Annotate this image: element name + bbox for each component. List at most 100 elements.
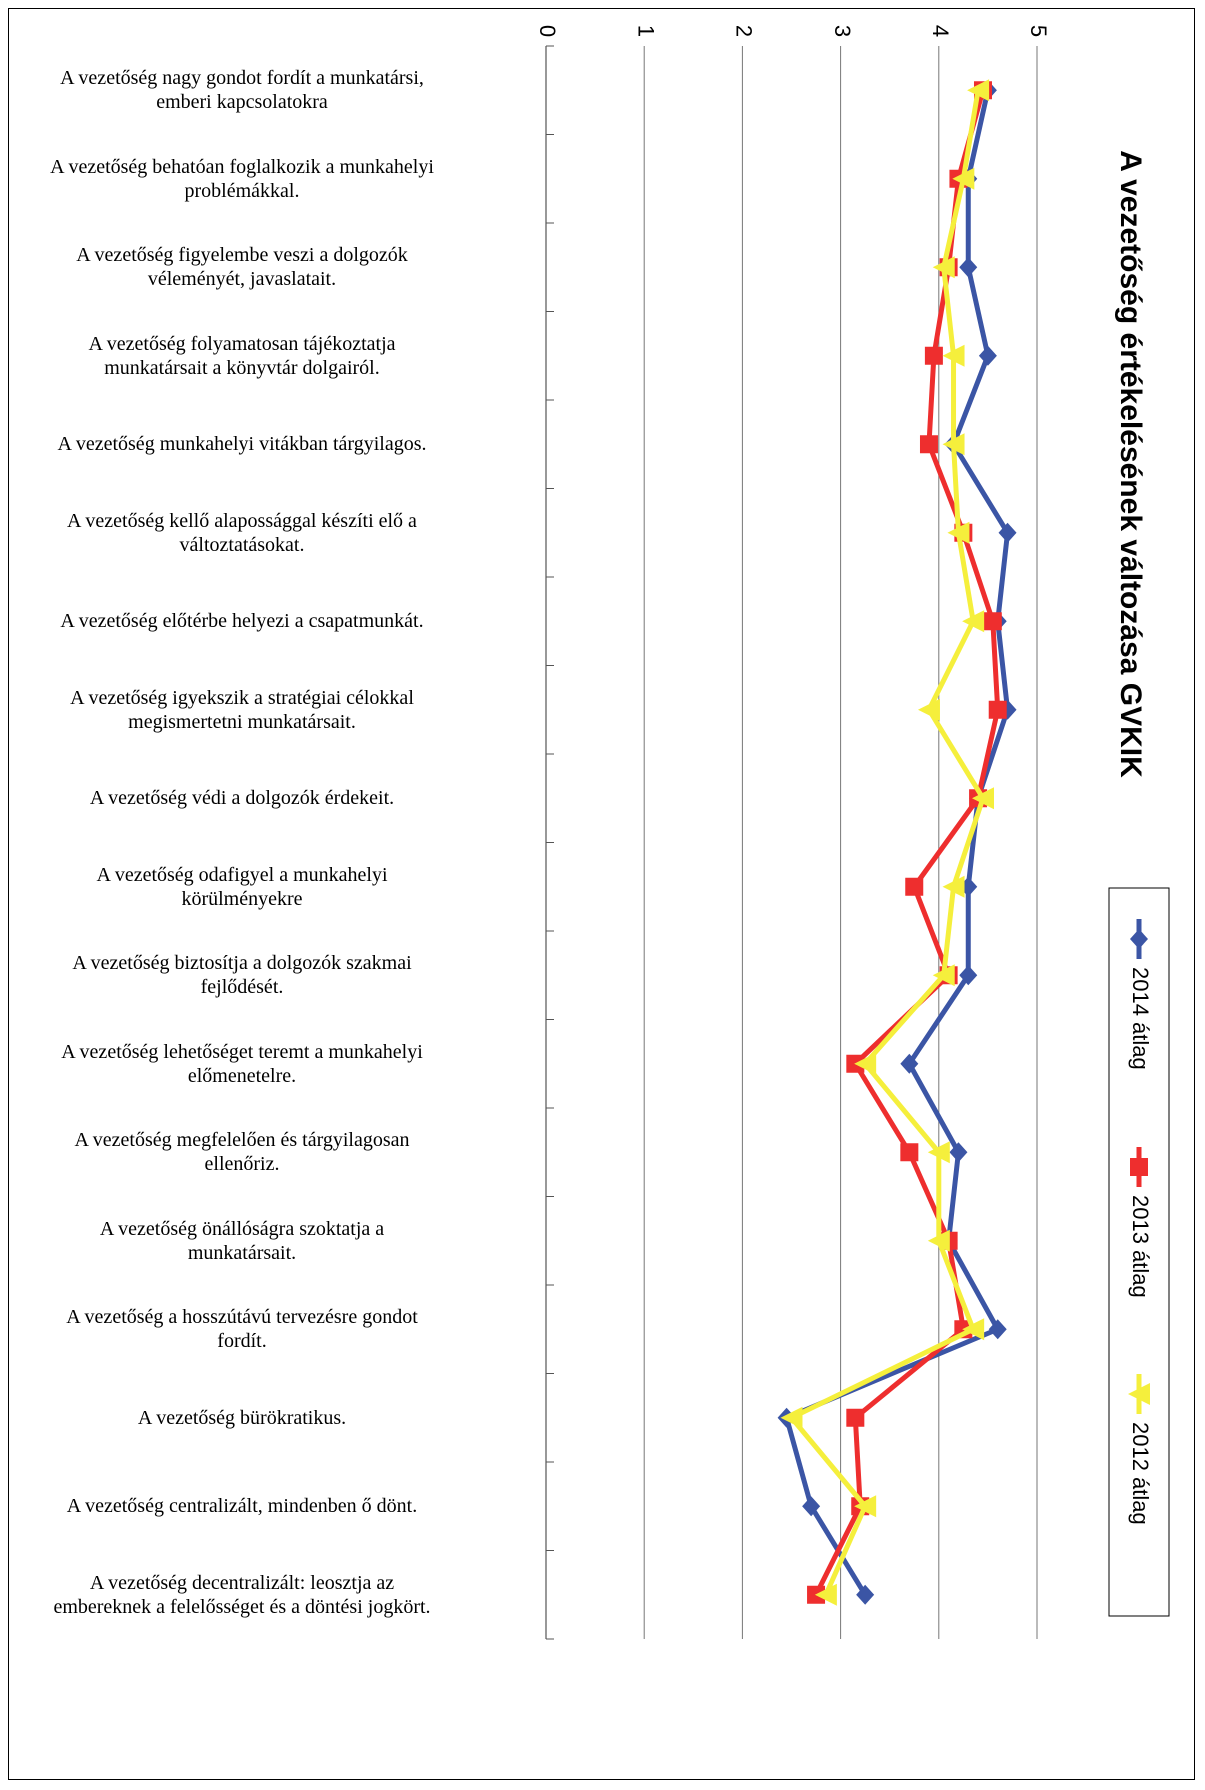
category-label: A vezetőség centralizált, mindenben ő dö…: [0, 1494, 522, 1518]
category-label-line: A vezetőség megfelelően és tárgyilagosan: [74, 1129, 410, 1152]
tick-label-4: 4: [928, 25, 953, 37]
chart-frame: 0 1 2 3 4 5 A vezetőség értékelésének változás…: [8, 8, 1195, 1780]
category-label-line: A vezetőség munkahelyi vitákban tárgyila…: [57, 433, 427, 456]
category-label-line: A vezetőség biztosítja a dolgozók szakma…: [72, 952, 412, 975]
tick-label-5: 5: [1026, 25, 1051, 37]
data-point: [962, 610, 985, 633]
data-point: [988, 700, 1007, 719]
category-label: A vezetőség folyamatosan tájékoztatja mun…: [0, 332, 522, 380]
data-point: [856, 1584, 875, 1605]
category-label: A vezetőség lehetőséget teremt a munkahe…: [0, 1040, 522, 1088]
legend-marker: [1130, 1158, 1148, 1176]
category-label-line: A vezetőség figyelembe veszi a dolgozók: [76, 244, 408, 267]
category-label: A vezetőség figyelembe veszi a dolgozók v…: [0, 243, 522, 291]
category-label: A vezetőség önállóságra szoktatja a munka…: [0, 1217, 522, 1265]
category-label-line: munkatársait.: [187, 1241, 297, 1264]
category-label-line: változtatásokat.: [179, 533, 305, 556]
series-line-2014-átlag: [784, 89, 1011, 1597]
category-label-line: A vezetőség odafigyel a munkahelyi: [96, 863, 388, 886]
series-line-2012-átlag: [789, 89, 986, 1596]
category-label-line: A vezetőség kellő alapossággal készíti e…: [67, 509, 417, 532]
category-label-line: A vezetőség a hosszútávú tervezésre gond…: [66, 1306, 418, 1329]
legend-box: [1108, 887, 1170, 1617]
data-point: [900, 1143, 919, 1162]
category-label-line: ellenőriz.: [204, 1153, 280, 1176]
data-point: [927, 1229, 950, 1252]
data-point: [924, 346, 943, 365]
category-label: A vezetőség igyekszik a stratégiai célok…: [0, 686, 522, 734]
category-label: A vezetőség kellő alapossággal készíti e…: [0, 509, 522, 557]
category-label-line: A vezetőség centralizált, mindenben ő dö…: [66, 1495, 418, 1518]
data-point: [971, 787, 994, 810]
category-label: A vezetőség munkahelyi vitákban tárgyila…: [0, 432, 522, 456]
category-label-line: fordít.: [217, 1330, 267, 1353]
tick-label-1: 1: [633, 25, 658, 37]
data-point: [905, 877, 924, 896]
data-point: [959, 965, 978, 986]
category-label-line: problémákkal.: [184, 179, 300, 202]
data-point: [942, 433, 965, 456]
data-point: [919, 435, 938, 454]
data-point: [932, 256, 955, 279]
tick-label-3: 3: [830, 25, 855, 37]
category-label-line: körülményekre: [181, 887, 303, 910]
category-label: A vezetőség biztosítja a dolgozók szakma…: [0, 951, 522, 999]
chart-canvas: 0 1 2 3 4 5 A vezetőség értékelésének változás…: [535, 25, 1170, 1640]
category-label-line: A vezetőség előtérbe helyezi a csapatmun…: [60, 610, 424, 633]
category-label-line: munkatársait a könyvtár dolgairól.: [104, 356, 380, 379]
data-point: [962, 1318, 985, 1341]
category-label-line: véleményét, javaslatait.: [147, 268, 337, 291]
category-label: A vezetőség bürökratikus.: [0, 1406, 522, 1430]
data-point: [959, 257, 978, 278]
category-label-line: A vezetőség bürökratikus.: [137, 1406, 347, 1429]
category-label-line: előmenetelre.: [187, 1064, 297, 1087]
data-point: [802, 1496, 821, 1517]
category-label-line: A vezetőség behatóan foglalkozik a munka…: [50, 155, 434, 178]
category-label: A vezetőség odafigyel a munkahelyi körülm…: [0, 863, 522, 911]
data-point: [967, 79, 990, 102]
data-point: [917, 698, 940, 721]
category-label: A vezetőség nagy gondot fordít a munkatá…: [0, 66, 522, 114]
data-point: [952, 167, 975, 190]
legend-label-2012-átlag: 2012 átlag: [1128, 1422, 1153, 1525]
data-point: [983, 612, 1002, 631]
data-point: [942, 875, 965, 898]
data-point: [932, 964, 955, 987]
category-label-line: fejlődését.: [200, 976, 284, 999]
data-point: [780, 1406, 803, 1429]
category-label-line: emberi kapcsolatokra: [156, 91, 328, 114]
legend-label-2013-átlag: 2013 átlag: [1128, 1195, 1153, 1298]
category-label-line: A vezetőség nagy gondot fordít a munkatá…: [60, 67, 424, 90]
category-label-line: A vezetőség decentralizált: leosztja az: [89, 1571, 395, 1594]
category-label-line: A vezetőség védi a dolgozók érdekeit.: [89, 787, 395, 810]
data-point: [814, 1583, 837, 1606]
legend-marker: [1128, 1383, 1150, 1405]
legend-marker: [1130, 929, 1148, 949]
category-label-line: A vezetőség folyamatosan tájékoztatja: [88, 332, 396, 355]
category-label: A vezetőség a hosszútávú tervezésre gond…: [0, 1305, 522, 1353]
data-point: [942, 344, 965, 367]
category-label: A vezetőség védi a dolgozók érdekeit.: [0, 786, 522, 810]
category-label-line: A vezetőség igyekszik a stratégiai célok…: [70, 686, 414, 709]
data-point: [854, 1495, 877, 1518]
category-label-line: megismertetni munkatársait.: [128, 710, 356, 733]
category-label: A vezetőség behatóan foglalkozik a munka…: [0, 155, 522, 203]
data-point: [988, 1319, 1007, 1340]
data-point: [854, 1052, 877, 1075]
data-point: [927, 1141, 950, 1164]
data-point: [846, 1408, 865, 1427]
legend-label-2014-átlag: 2014 átlag: [1128, 967, 1153, 1070]
data-point: [978, 345, 997, 366]
category-label: A vezetőség decentralizált: leosztja az e…: [0, 1571, 522, 1619]
category-label: A vezetőség előtérbe helyezi a csapatmun…: [0, 609, 522, 633]
data-point: [998, 522, 1017, 543]
chart-title: A vezetőség értékelésének változása GVKI…: [1114, 150, 1147, 778]
data-point: [900, 1053, 919, 1074]
data-point: [947, 521, 970, 544]
tick-label-2: 2: [732, 25, 757, 37]
category-label: A vezetőség megfelelően és tárgyilagosan…: [0, 1128, 522, 1176]
category-label-line: A vezetőség lehetőséget teremt a munkahe…: [61, 1040, 423, 1063]
data-point: [949, 1142, 968, 1163]
category-label-line: A vezetőség önállóságra szoktatja a: [99, 1217, 385, 1240]
tick-label-0: 0: [535, 25, 560, 37]
